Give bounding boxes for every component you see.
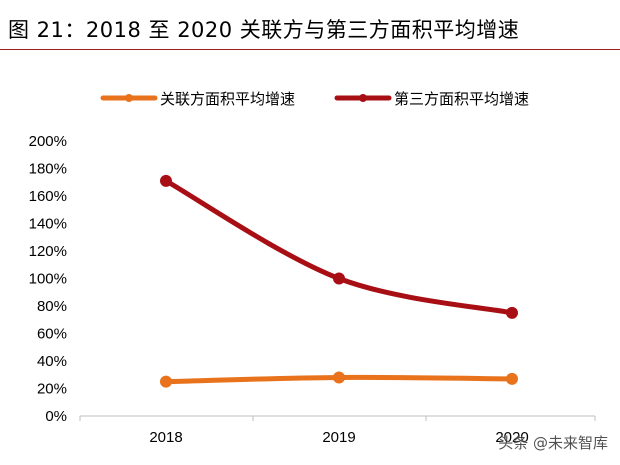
y-tick-label: 20%: [37, 381, 67, 398]
legend-marker-2: [359, 94, 367, 102]
y-tick-label: 0%: [45, 408, 67, 425]
series-line-2: [163, 178, 515, 316]
data-point-2-2: [333, 272, 345, 285]
data-point-1-3: [506, 372, 518, 385]
y-tick-label: 80%: [37, 298, 67, 315]
y-tick-label: 200%: [29, 133, 67, 150]
y-axis: 0% 20% 40% 60% 80% 100% 120% 140% 160% 180% 200%: [29, 133, 67, 425]
title-divider: [0, 49, 620, 50]
data-point-1-1: [160, 375, 172, 388]
legend-label-1: 关联方面积平均增速: [160, 90, 295, 108]
y-tick-label: 120%: [29, 243, 67, 260]
legend-label-2: 第三方面积平均增速: [394, 90, 529, 108]
x-axis: 2018 2019 2020: [79, 415, 596, 446]
y-tick-label: 60%: [37, 326, 67, 343]
y-tick-label: 180%: [29, 161, 67, 178]
x-tick-label: 2019: [322, 429, 355, 446]
y-tick-label: 40%: [37, 353, 67, 370]
x-tick-label: 2018: [149, 429, 182, 446]
data-point-2-1: [160, 174, 172, 187]
data-point-2-3: [506, 306, 518, 319]
x-tick-label: 2020: [495, 429, 528, 446]
figure-title: 图 21：2018 至 2020 关联方与第三方面积平均增速: [8, 18, 520, 42]
y-tick-label: 160%: [29, 188, 67, 205]
legend-marker-1: [125, 94, 133, 102]
watermark: 头条 @未来智库: [498, 434, 608, 452]
y-tick-label: 100%: [29, 271, 67, 288]
legend: 关联方面积平均增速 第三方面积平均增速: [100, 90, 529, 108]
series-group: [160, 174, 518, 388]
data-point-1-2: [333, 371, 345, 384]
y-tick-label: 140%: [29, 216, 67, 233]
